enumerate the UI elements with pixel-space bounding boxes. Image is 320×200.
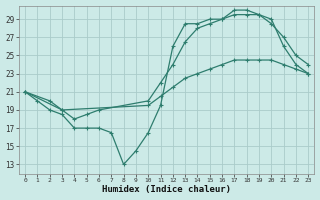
X-axis label: Humidex (Indice chaleur): Humidex (Indice chaleur) [102,185,231,194]
